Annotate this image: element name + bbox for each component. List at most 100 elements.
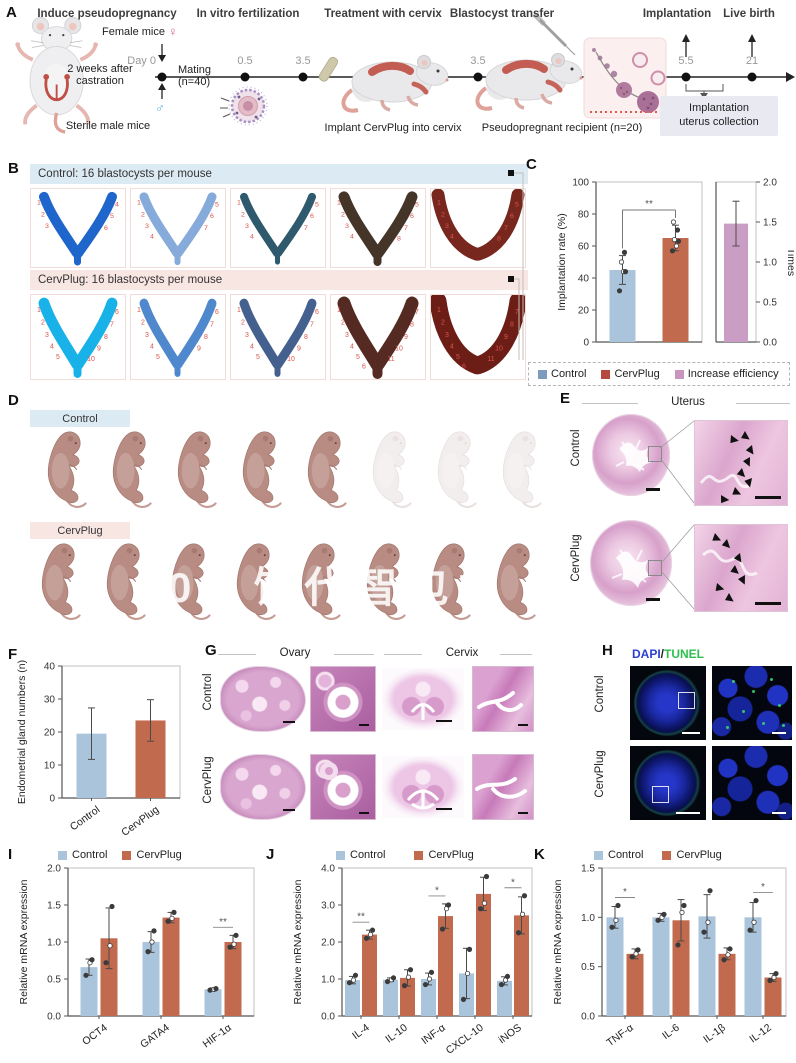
legend-label-cervplug: CervPlug xyxy=(676,849,722,861)
slash: / xyxy=(660,647,665,661)
scale-bar xyxy=(436,807,452,810)
timeline-illustration xyxy=(15,12,795,136)
svg-text:9: 9 xyxy=(404,333,408,341)
svg-text:8: 8 xyxy=(410,320,414,328)
pup-photo xyxy=(431,543,471,620)
uterus-section-cervplug xyxy=(590,520,672,606)
pup-photo xyxy=(47,431,87,508)
svg-text:5: 5 xyxy=(256,353,260,361)
svg-text:11: 11 xyxy=(387,355,394,363)
svg-text:3: 3 xyxy=(145,223,149,230)
panel-k-label: K xyxy=(534,846,545,863)
svg-text:5: 5 xyxy=(110,213,114,220)
svg-text:5: 5 xyxy=(356,353,360,361)
svg-text:2: 2 xyxy=(141,318,145,326)
svg-text:2: 2 xyxy=(441,211,445,218)
svg-text:1.5: 1.5 xyxy=(763,218,777,229)
zoom-box xyxy=(648,446,662,462)
legend-swatch-cervplug xyxy=(662,850,672,860)
svg-text:4: 4 xyxy=(150,342,154,350)
svg-text:Relative mRNA expression: Relative mRNA expression xyxy=(552,879,564,1004)
svg-text:80: 80 xyxy=(578,210,590,221)
svg-text:2: 2 xyxy=(41,211,45,218)
svg-text:100: 100 xyxy=(572,178,589,189)
legend-label-cervplug: CervPlug xyxy=(136,849,182,861)
svg-text:1: 1 xyxy=(237,200,241,207)
title-flank-line xyxy=(582,403,638,404)
svg-text:**: ** xyxy=(357,912,365,923)
cervix-image-control xyxy=(382,668,464,730)
scale-bar xyxy=(772,812,786,814)
uterus-inset-control xyxy=(694,420,788,506)
svg-text:5: 5 xyxy=(315,202,319,209)
blastocyst-illustration xyxy=(220,86,268,126)
svg-text:6: 6 xyxy=(462,362,466,370)
panel-g: G Ovary Cervix Control CervPlug xyxy=(200,642,534,840)
uterus-photo: 1 2 3 4 5 6 7 8 9 10 11 xyxy=(429,292,527,380)
svg-text:5: 5 xyxy=(456,353,460,361)
pup-photo xyxy=(301,543,341,620)
svg-text:Relative mRNA expression: Relative mRNA expression xyxy=(292,879,304,1004)
svg-text:0: 0 xyxy=(583,338,589,349)
mrna-chart-k: 0.0 0.5 1.0 1.5 Relative mRNA expression TNF-… xyxy=(552,864,787,1049)
svg-text:6: 6 xyxy=(310,213,314,220)
day0-label: Day 0 xyxy=(127,55,156,67)
legend-label-cervplug: CervPlug xyxy=(428,849,474,861)
scale-bar xyxy=(359,812,369,814)
arrowheads xyxy=(702,533,758,602)
svg-text:1: 1 xyxy=(337,200,341,207)
svg-text:7: 7 xyxy=(204,225,208,232)
cervplug-uteri-row: 1 2 3 4 5 6 7 8 9 10 1 2 3 4 5 6 7 8 9 1 2 3 4 5 6 7 8 9 10 1 2 3 4 5 6 7 8 9… xyxy=(30,292,527,380)
treatment-mouse-illustration xyxy=(343,56,450,111)
connector-dot-control xyxy=(508,170,514,176)
svg-text:3: 3 xyxy=(45,331,49,339)
connector-dot-cervplug xyxy=(508,276,514,282)
svg-text:Relative mRNA expression: Relative mRNA expression xyxy=(18,879,30,1004)
chart-k-legend: Control CervPlug xyxy=(594,849,722,861)
svg-text:3.0: 3.0 xyxy=(321,901,335,912)
recipient-label: Pseudopregnant recipient (n=20) xyxy=(481,122,643,134)
svg-text:0.0: 0.0 xyxy=(581,1012,595,1023)
e-row-label-control: Control xyxy=(570,429,582,467)
uterus-photo: 1 2 3 4 5 6 7 8 9 10 xyxy=(230,294,326,380)
pup-photo xyxy=(171,543,211,620)
svg-text:2: 2 xyxy=(41,318,45,326)
h-row-label-control: Control xyxy=(594,675,606,713)
scale-bar xyxy=(646,598,660,601)
svg-text:9: 9 xyxy=(297,345,301,353)
svg-text:8: 8 xyxy=(497,236,501,243)
legend-swatch-cervplug xyxy=(122,850,132,860)
panel-f-label: F xyxy=(8,646,18,663)
scale-bar xyxy=(518,724,528,726)
svg-text:9: 9 xyxy=(504,333,508,341)
svg-text:1.0: 1.0 xyxy=(763,258,777,269)
scale-bar xyxy=(283,809,295,811)
svg-text:2: 2 xyxy=(441,318,445,326)
legend-label-control: Control xyxy=(551,368,587,380)
svg-text:IL-10: IL-10 xyxy=(383,1022,410,1046)
svg-text:GATA4: GATA4 xyxy=(138,1022,172,1051)
svg-text:1: 1 xyxy=(37,306,41,314)
svg-text:CervPlug: CervPlug xyxy=(119,804,161,839)
watermark: 02 饥代智包力 xyxy=(168,564,509,611)
stage-title-transfer: Blastocyst transfer xyxy=(449,8,555,20)
svg-text:6: 6 xyxy=(104,225,108,232)
pup-photo-faded xyxy=(437,431,477,508)
svg-text:5: 5 xyxy=(515,202,519,209)
chart-i-legend: Control CervPlug xyxy=(58,849,182,861)
cervix-image-cervplug xyxy=(382,756,464,818)
timepoint-0-5: 0.5 xyxy=(237,55,253,67)
svg-text:0.0: 0.0 xyxy=(321,1012,335,1023)
panel-k: K Control CervPlug 0.0 0.5 1.0 1.5 Relative … xyxy=(530,844,796,1063)
svg-text:IL-4: IL-4 xyxy=(350,1022,372,1042)
cervplug-pups-header: CervPlug xyxy=(30,522,130,539)
ovary-image-control xyxy=(220,666,306,732)
svg-text:OCT4: OCT4 xyxy=(80,1022,110,1048)
svg-text:10: 10 xyxy=(87,355,95,363)
svg-text:Control: Control xyxy=(68,804,102,834)
svg-text:7: 7 xyxy=(404,225,408,232)
legend-swatch-cervplug xyxy=(601,369,611,379)
svg-text:60: 60 xyxy=(578,242,590,253)
legend-swatch-increase xyxy=(674,369,684,379)
